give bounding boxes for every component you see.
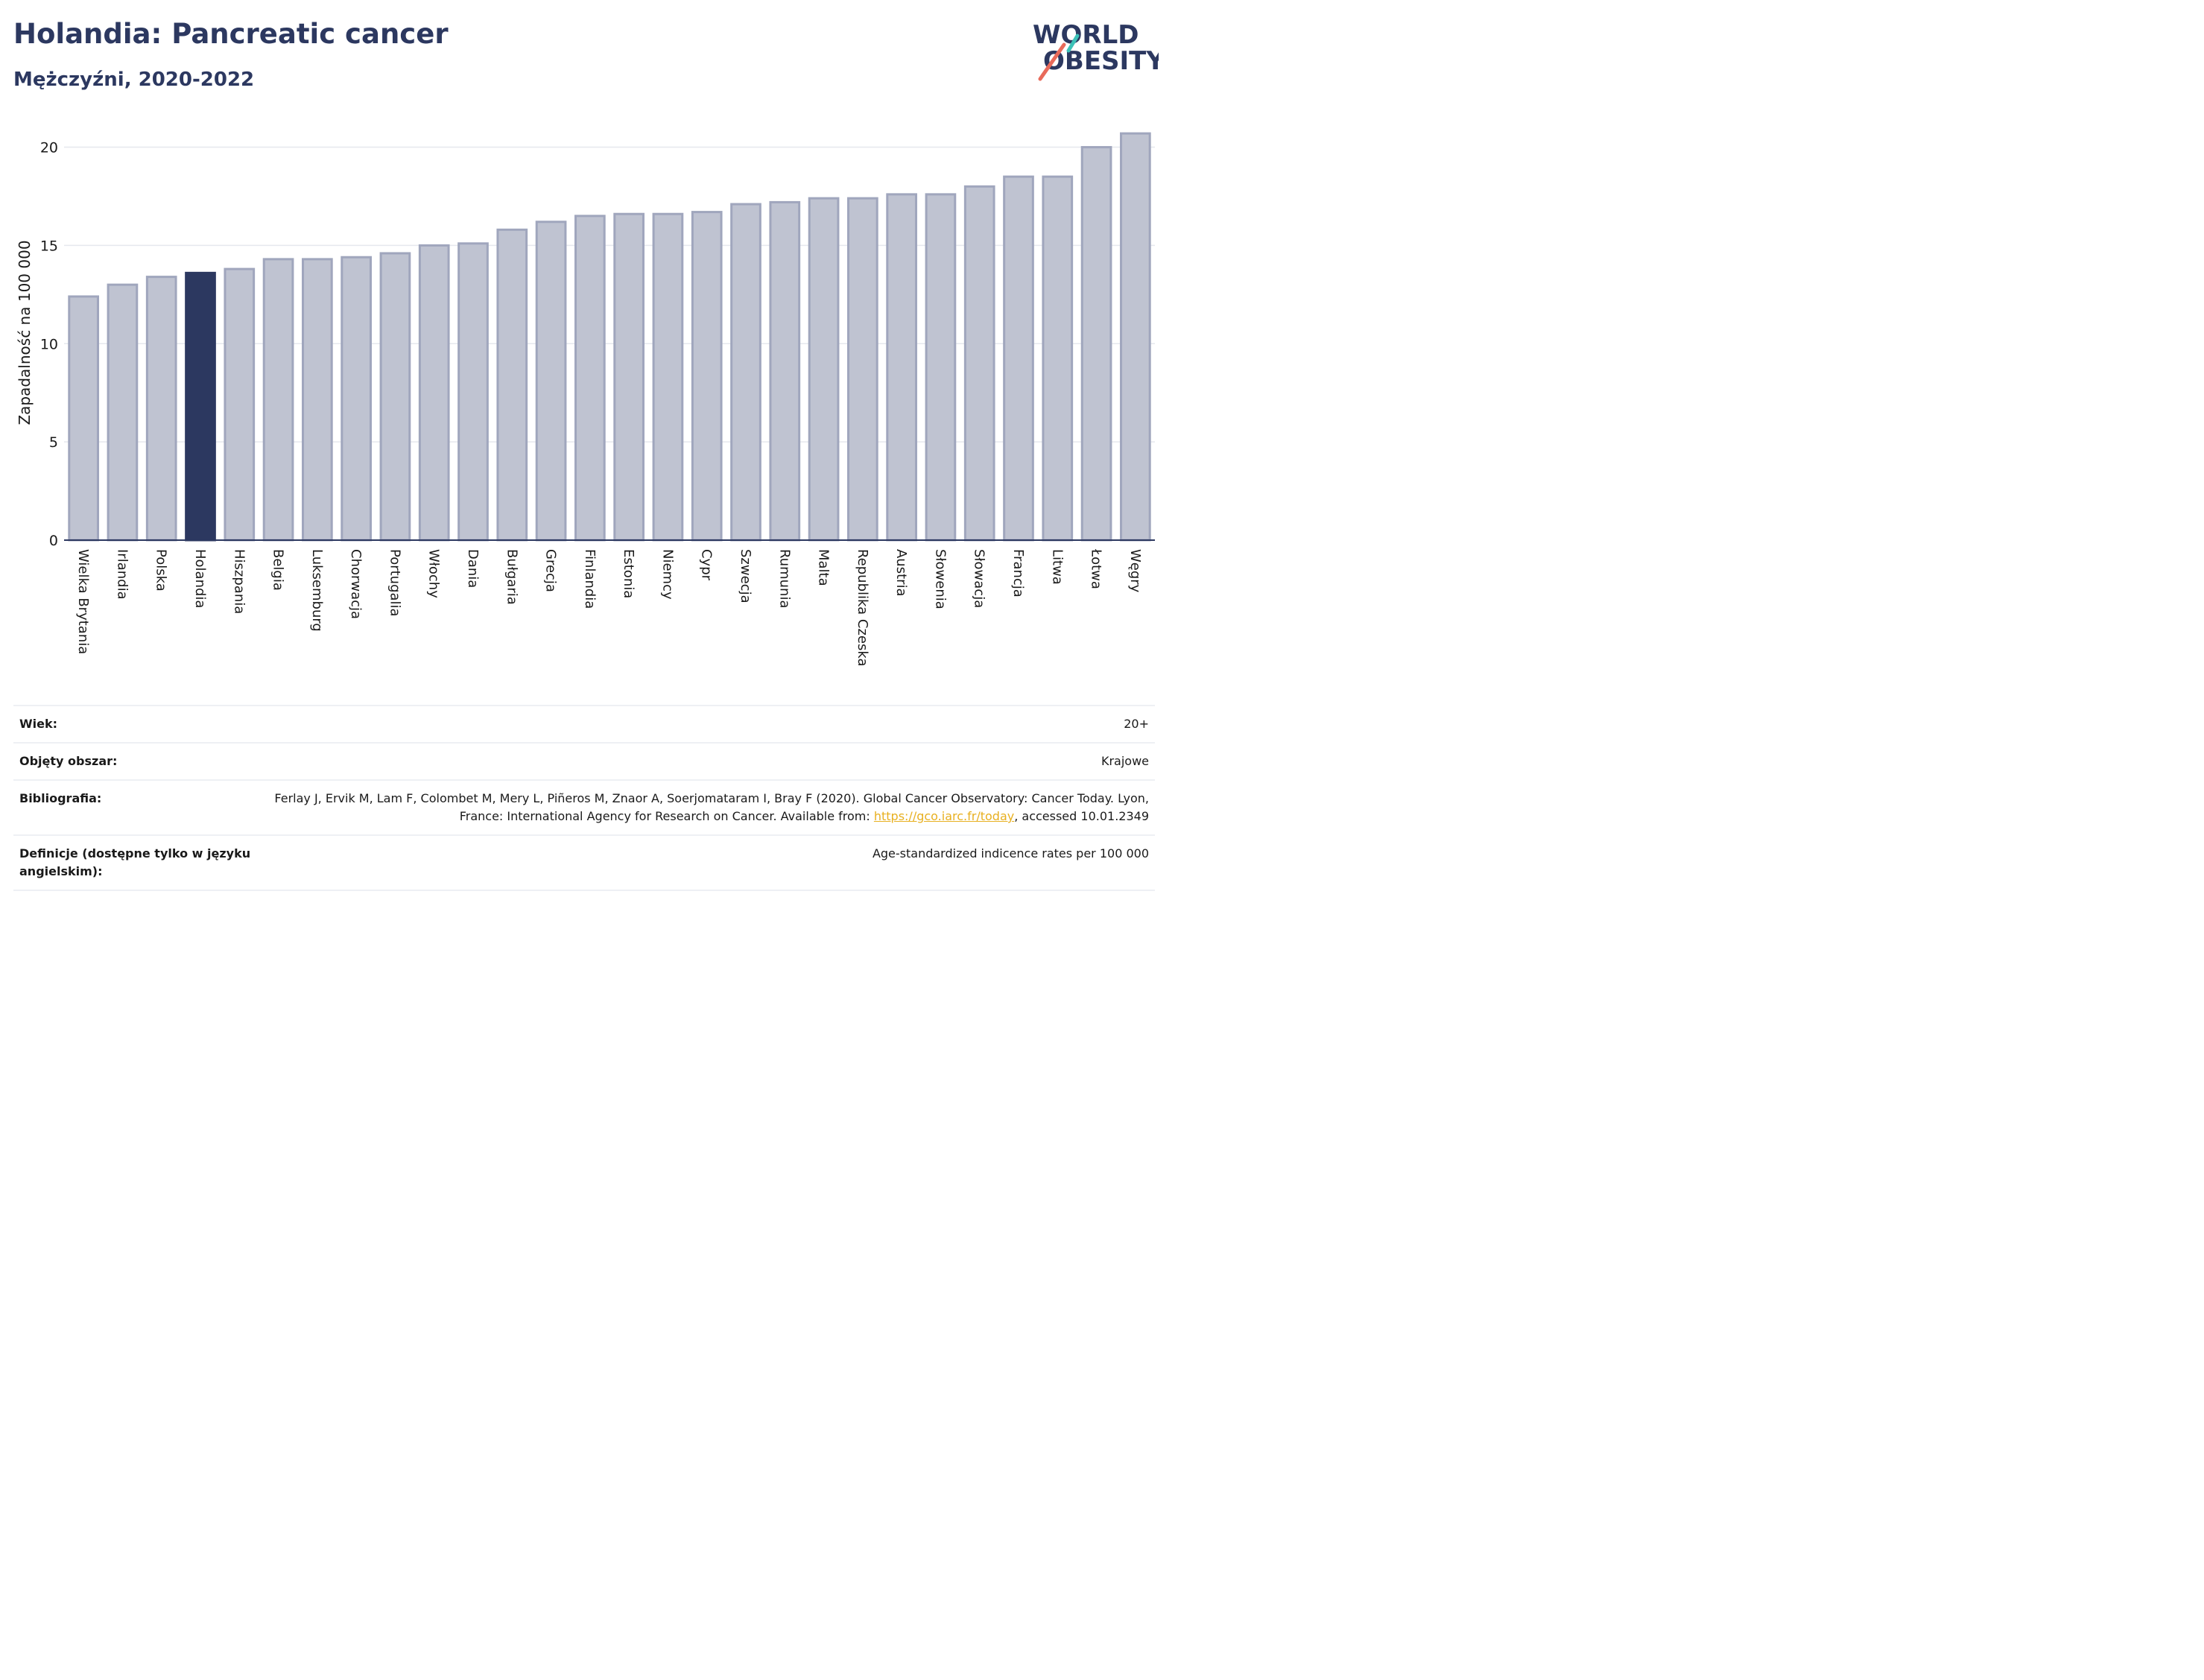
bar-włochy (418, 244, 450, 542)
info-value-bibliography: Ferlay J, Ervik M, Lam F, Colombet M, Me… (264, 779, 1155, 836)
bibliography-text: Ferlay J, Ervik M, Lam F, Colombet M, Me… (274, 791, 1149, 823)
info-key-age: Wiek: (13, 705, 264, 744)
bar-niemcy (652, 212, 684, 542)
x-tick-label: Portugalia (387, 549, 402, 617)
bar-portugalia (379, 252, 411, 542)
x-tick-label: Estonia (621, 549, 636, 598)
x-tick-label: Rumunia (776, 549, 792, 609)
x-tick-label: Belgia (270, 549, 286, 591)
x-tick-label: Niemcy (659, 549, 675, 600)
bar-cypr (691, 211, 723, 542)
x-tick-label: Finlandia (582, 549, 598, 609)
x-tick-label: Słowacja (972, 549, 987, 608)
bar-grecja (535, 221, 567, 542)
x-tick-label: Grecja (543, 549, 559, 592)
x-tick-label: Włochy (426, 549, 442, 598)
info-key-coverage: Objęty obszar: (13, 742, 264, 781)
bar-belgia (262, 258, 294, 542)
bar-irlandia (107, 283, 139, 542)
y-tick-label: 20 (40, 140, 58, 156)
bar-hiszpania (224, 267, 256, 542)
bar-wielka-brytania (68, 295, 99, 542)
bar-łotwa (1080, 146, 1112, 542)
x-tick-label: Francja (1010, 549, 1026, 597)
logo-text-world: WORLD (1033, 20, 1139, 50)
x-tick-label: Malta (816, 549, 832, 586)
info-row-age: Wiek: 20+ (13, 705, 1155, 744)
world-obesity-logo: WORLD OBESITY (1033, 20, 1159, 81)
chart-bars (68, 132, 1151, 542)
bar-węgry (1120, 132, 1151, 542)
logo-text-obesity: OBESITY (1043, 46, 1159, 76)
info-row-definitions: Definicje (dostępne tylko w języku angie… (13, 834, 1155, 891)
x-tick-label: Litwa (1049, 549, 1065, 585)
x-tick-label: Irlandia (114, 549, 130, 600)
bar-dania (457, 242, 489, 542)
info-row-bibliography: Bibliografia: Ferlay J, Ervik M, Lam F, … (13, 779, 1155, 836)
x-tick-label: Łotwa (1089, 548, 1104, 589)
bar-estonia (613, 212, 645, 542)
bar-holandia (185, 271, 216, 542)
y-tick-label: 5 (49, 434, 58, 451)
bar-słowacja (963, 185, 995, 542)
y-tick-label: 10 (40, 336, 58, 352)
y-axis-label: Zapadalność na 100 000 (16, 240, 34, 425)
page-title: Holandia: Pancreatic cancer (13, 18, 449, 50)
bar-finlandia (574, 215, 606, 542)
info-key-definitions: Definicje (dostępne tylko w języku angie… (13, 834, 264, 891)
bar-luksemburg (302, 258, 333, 542)
bar-bułgaria (496, 228, 528, 542)
x-tick-label: Holandia (192, 549, 208, 608)
x-tick-label: Republika Czeska (855, 549, 870, 667)
info-value-age: 20+ (264, 705, 1155, 744)
x-tick-label: Luksemburg (309, 549, 325, 632)
x-tick-label: Austria (893, 549, 909, 597)
bibliography-link[interactable]: https://gco.iarc.fr/today (873, 809, 1015, 823)
x-axis-ticks: Wielka Brytania Irlandia Polska Holandia His… (75, 548, 1143, 667)
info-table: Wiek: 20+ Objęty obszar: Krajowe Bibliog… (13, 705, 1155, 891)
y-axis-ticks: 0 5 10 15 20 (40, 140, 58, 549)
bar-polska (145, 276, 177, 542)
bar-austria (886, 193, 917, 542)
bar-chorwacja (341, 256, 372, 542)
bar-chart: 0 5 10 15 20 Wielka Brytania Irlandia Polska Ho… (16, 132, 1155, 667)
x-tick-label: Polska (153, 549, 169, 592)
info-key-bibliography: Bibliografia: (13, 779, 264, 836)
bar-słowenia (925, 193, 957, 542)
x-tick-label: Wielka Brytania (75, 549, 91, 654)
x-tick-label: Szwecja (738, 549, 753, 603)
info-row-coverage: Objęty obszar: Krajowe (13, 742, 1155, 781)
y-tick-label: 0 (49, 533, 58, 549)
x-tick-label: Słowenia (932, 549, 948, 609)
y-tick-label: 15 (40, 238, 58, 254)
logo-slash-coral (1038, 42, 1066, 81)
bar-rumunia (769, 200, 801, 542)
info-value-definitions: Age-standardized indicence rates per 100… (264, 834, 1155, 891)
bar-malta (808, 197, 840, 542)
x-tick-label: Hiszpania (231, 549, 247, 614)
bar-francja (1003, 175, 1034, 542)
x-tick-label: Cypr (699, 549, 715, 581)
bar-litwa (1042, 175, 1074, 542)
info-value-coverage: Krajowe (264, 742, 1155, 781)
x-tick-label: Węgry (1127, 549, 1143, 593)
page-subtitle: Mężczyźni, 2020-2022 (13, 69, 255, 91)
x-tick-label: Bułgaria (504, 549, 519, 605)
logo-slash-teal (1066, 34, 1080, 53)
bibliography-accessed: , accessed 10.01.2349 (1014, 809, 1149, 823)
x-tick-label: Dania (465, 549, 481, 588)
bar-republika-czeska (847, 197, 878, 542)
bar-szwecja (730, 203, 761, 542)
x-tick-label: Chorwacja (348, 549, 364, 619)
